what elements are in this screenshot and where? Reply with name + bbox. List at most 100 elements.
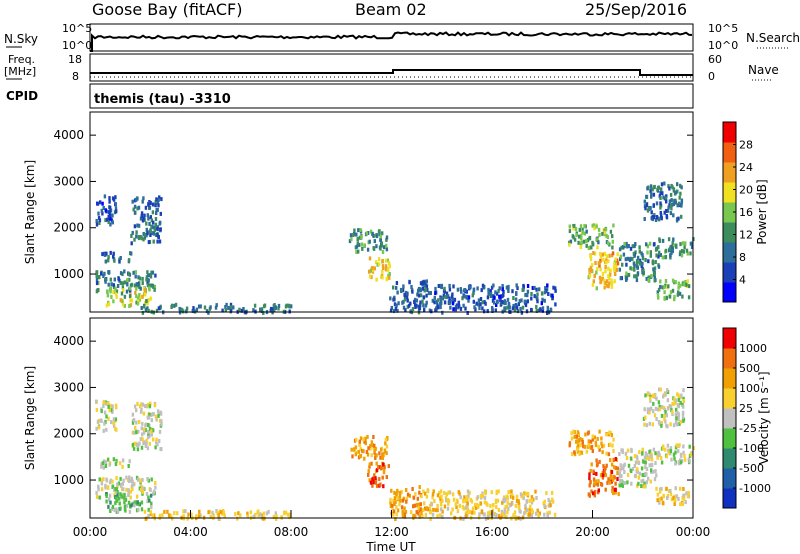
scatter-cell <box>675 443 678 448</box>
scatter-cell <box>191 309 194 313</box>
scatter-cell <box>492 503 495 508</box>
scatter-cell <box>433 499 436 504</box>
scatter-cell <box>107 220 110 224</box>
scatter-cell <box>646 476 650 481</box>
scatter-cell <box>611 239 614 244</box>
scatter-cell <box>256 510 259 515</box>
scatter-cell <box>151 210 155 215</box>
scatter-cell <box>115 289 119 294</box>
scatter-cell <box>665 454 668 459</box>
scatter-cell <box>493 300 496 305</box>
scatter-cell <box>127 488 130 493</box>
scatter-cell <box>161 513 164 518</box>
scatter-cell <box>451 292 454 297</box>
scatter-cell <box>156 409 160 414</box>
scatter-cell <box>494 290 497 295</box>
scatter-cell <box>441 296 444 301</box>
scatter-cell <box>596 482 599 487</box>
scatter-cell <box>671 401 674 406</box>
scatter-cell <box>631 244 634 249</box>
scatter-cell <box>658 500 661 505</box>
scatter-cell <box>137 507 140 512</box>
scatter-cell <box>676 203 679 208</box>
colorbar-tick-label: -25 <box>739 422 757 435</box>
scatter-cell <box>677 404 681 409</box>
scatter-cell <box>604 473 608 478</box>
scatter-cell <box>146 270 149 275</box>
scatter-cell <box>515 305 519 310</box>
scatter-cell <box>487 291 490 296</box>
scatter-cell <box>368 256 372 261</box>
scatter-cell <box>410 285 413 289</box>
scatter-cell <box>131 230 134 235</box>
scatter-cell <box>544 286 547 291</box>
scatter-cell <box>123 280 126 285</box>
scatter-cell <box>95 281 99 286</box>
scatter-cell <box>586 238 590 242</box>
scatter-cell <box>664 392 667 397</box>
scatter-cell <box>648 449 651 454</box>
scatter-cell <box>461 296 464 301</box>
scatter-cell <box>648 241 652 246</box>
scatter-cell <box>669 488 672 493</box>
scatter-cell <box>96 201 100 206</box>
scatter-cell <box>638 245 641 250</box>
scatter-cell <box>649 398 652 403</box>
scatter-cell <box>444 496 448 501</box>
scatter-cell <box>480 288 483 293</box>
scatter-cell <box>110 282 113 287</box>
scatter-cell <box>629 266 632 271</box>
scatter-cell <box>679 419 682 424</box>
power-panel-frame <box>89 111 694 313</box>
scatter-cell <box>546 283 549 288</box>
scatter-cell <box>663 210 666 215</box>
scatter-cell <box>490 294 493 298</box>
scatter-cell <box>122 495 126 500</box>
scatter-cell <box>516 309 520 314</box>
scatter-cell <box>659 456 663 460</box>
scatter-cell <box>636 265 639 270</box>
scatter-cell <box>593 435 596 440</box>
scatter-cell <box>501 511 504 516</box>
scatter-cell <box>359 228 362 232</box>
scatter-cell <box>102 274 105 278</box>
scatter-cell <box>664 419 667 424</box>
scatter-cell <box>375 260 378 265</box>
scatter-cell <box>108 493 112 498</box>
scatter-cell <box>182 509 185 514</box>
scatter-cell <box>173 511 176 516</box>
scatter-cell <box>610 284 614 289</box>
date-title: 25/Sep/2016 <box>585 0 687 19</box>
scatter-cell <box>657 287 661 292</box>
scatter-cell <box>135 508 139 513</box>
scatter-cell <box>98 221 101 225</box>
scatter-cell <box>134 270 137 275</box>
scatter-cell <box>663 181 666 186</box>
scatter-cell <box>499 298 502 303</box>
scatter-cell <box>447 501 450 506</box>
scatter-cell <box>372 435 375 439</box>
scatter-cell <box>681 502 685 506</box>
scatter-cell <box>358 242 361 247</box>
scatter-cell <box>216 511 219 515</box>
scatter-cell <box>115 507 118 512</box>
scatter-cell <box>400 489 403 494</box>
scatter-cell <box>149 296 152 301</box>
scatter-cell <box>111 479 114 484</box>
scatter-cell <box>651 422 654 427</box>
colorbar-segment <box>723 202 736 223</box>
scatter-cell <box>138 486 141 491</box>
scatter-cell <box>139 409 143 414</box>
scatter-cell <box>131 412 135 417</box>
scatter-cell <box>150 270 153 275</box>
scatter-cell <box>127 464 130 468</box>
scatter-cell <box>199 513 202 518</box>
scatter-cell <box>648 463 651 468</box>
scatter-cell <box>612 265 616 270</box>
scatter-cell <box>366 452 370 457</box>
scatter-cell <box>135 230 138 235</box>
scatter-cell <box>125 487 128 492</box>
scatter-cell <box>568 242 571 247</box>
scatter-cell <box>114 417 118 422</box>
